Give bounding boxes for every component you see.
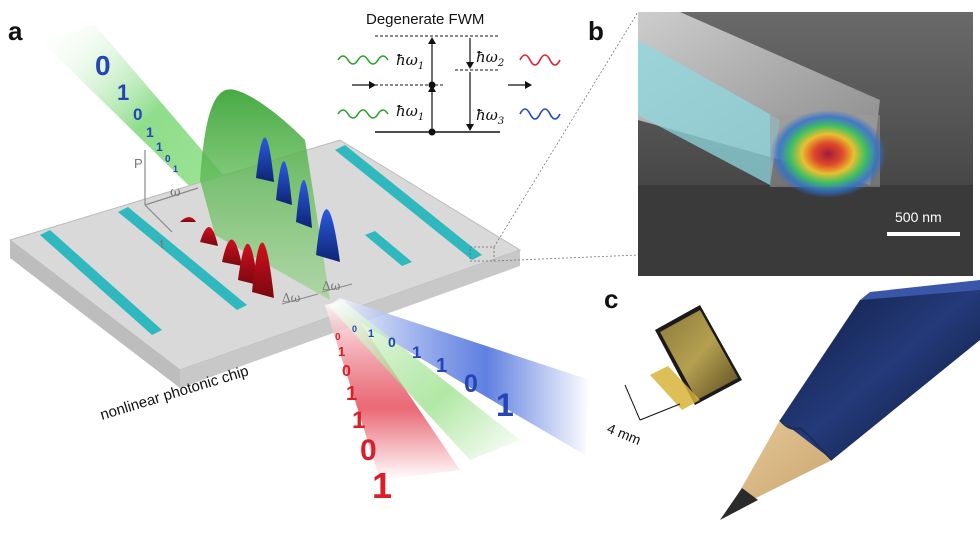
- axis-omega-label: ω: [170, 185, 181, 200]
- waveguide-1: [40, 230, 162, 335]
- blue-peak-2: [276, 161, 292, 205]
- idler-wavepacket: [519, 108, 561, 120]
- pump-wavepacket-top: [337, 55, 389, 65]
- sem-image: 500 nm: [638, 12, 973, 276]
- pencil: [720, 280, 980, 520]
- idler-bit-1: 1: [368, 328, 374, 340]
- signal-bit-0: 0: [335, 332, 341, 343]
- waveguide-core: [638, 40, 780, 185]
- input-bit-5: 0: [165, 154, 171, 165]
- red-peak-2: [200, 226, 218, 246]
- hw2-label: ħω2: [476, 48, 504, 69]
- zoom-box: [469, 246, 495, 262]
- input-bit-3: 1: [146, 124, 154, 140]
- detuning-left-label: Δω: [282, 291, 301, 305]
- blue-peak-4: [316, 209, 340, 262]
- detuning-right-label: Δω: [322, 279, 341, 293]
- scale-bar-label: 500 nm: [895, 209, 942, 225]
- pump-spectrum: [200, 89, 330, 300]
- red-peak-4: [238, 243, 258, 285]
- waveguides: [40, 145, 482, 335]
- input-bit-1: 1: [117, 80, 129, 105]
- panel-label-a: a: [8, 16, 23, 46]
- chip-size-label: 4 mm: [605, 420, 643, 448]
- idler-bit-6: 1: [496, 387, 514, 423]
- idler-output-beam: [330, 298, 590, 455]
- waveguide-4: [335, 145, 482, 260]
- hw1-top-label: ħω1: [396, 51, 424, 72]
- input-bit-4: 1: [156, 140, 163, 154]
- signal-bit-2: 0: [342, 363, 351, 380]
- input-bit-stream: 0 1 0 1 1 0 1: [95, 50, 178, 174]
- pump-wavepacket-bottom: [337, 109, 389, 119]
- hw3-label: ħω3: [476, 106, 504, 127]
- hw1-bottom-label: ħω1: [396, 102, 424, 123]
- input-bit-2: 0: [133, 105, 142, 124]
- input-bit-6: 1: [173, 164, 178, 174]
- waveguide-2: [118, 207, 247, 310]
- idler-bit-stream: 0 1 0 1 1 0 1: [352, 324, 514, 423]
- blue-peak-1: [256, 137, 274, 182]
- signal-output-beam: [325, 300, 460, 480]
- input-bit-0: 0: [95, 50, 111, 81]
- idler-bit-3: 1: [412, 343, 421, 362]
- detuning-markers: Δω Δω: [281, 279, 353, 305]
- axis-t-label: t: [160, 236, 164, 251]
- panel-label-c: c: [604, 284, 618, 314]
- chip-photo: 4 mm: [605, 305, 742, 448]
- signal-bit-5: 0: [360, 434, 377, 467]
- red-peak-5: [252, 242, 274, 298]
- signal-peaks: [180, 217, 274, 298]
- signal-bit-6: 1: [372, 465, 392, 506]
- pump-output-beam: [328, 300, 520, 460]
- zoom-line-bottom: [493, 254, 639, 262]
- signal-wavepacket: [519, 54, 561, 66]
- optical-mode: [770, 110, 886, 198]
- panel-label-b: b: [588, 16, 604, 46]
- signal-bit-4: 1: [352, 407, 365, 434]
- idler-bit-5: 0: [464, 370, 478, 398]
- fwm-title: Degenerate FWM: [366, 11, 484, 28]
- signal-bit-1: 1: [338, 344, 345, 359]
- axis-p-label: P: [134, 156, 143, 171]
- idler-bit-0: 0: [352, 324, 357, 334]
- red-peak-1: [180, 217, 196, 222]
- signal-bit-stream: 0 1 0 1 1 0 1: [335, 332, 392, 506]
- spectro-axes: [144, 150, 199, 233]
- idler-bit-2: 0: [388, 334, 396, 350]
- zoom-line-top: [493, 11, 639, 248]
- signal-bit-3: 1: [346, 383, 357, 405]
- waveguide-3: [365, 231, 412, 266]
- red-peak-3: [222, 239, 242, 266]
- blue-peak-3: [296, 179, 312, 228]
- idler-bit-4: 1: [436, 355, 447, 377]
- fwm-energy-diagram: Degenerate FWM ħω1 ħω1 ħω2 ħω3: [337, 11, 561, 136]
- idler-peaks: [256, 137, 340, 262]
